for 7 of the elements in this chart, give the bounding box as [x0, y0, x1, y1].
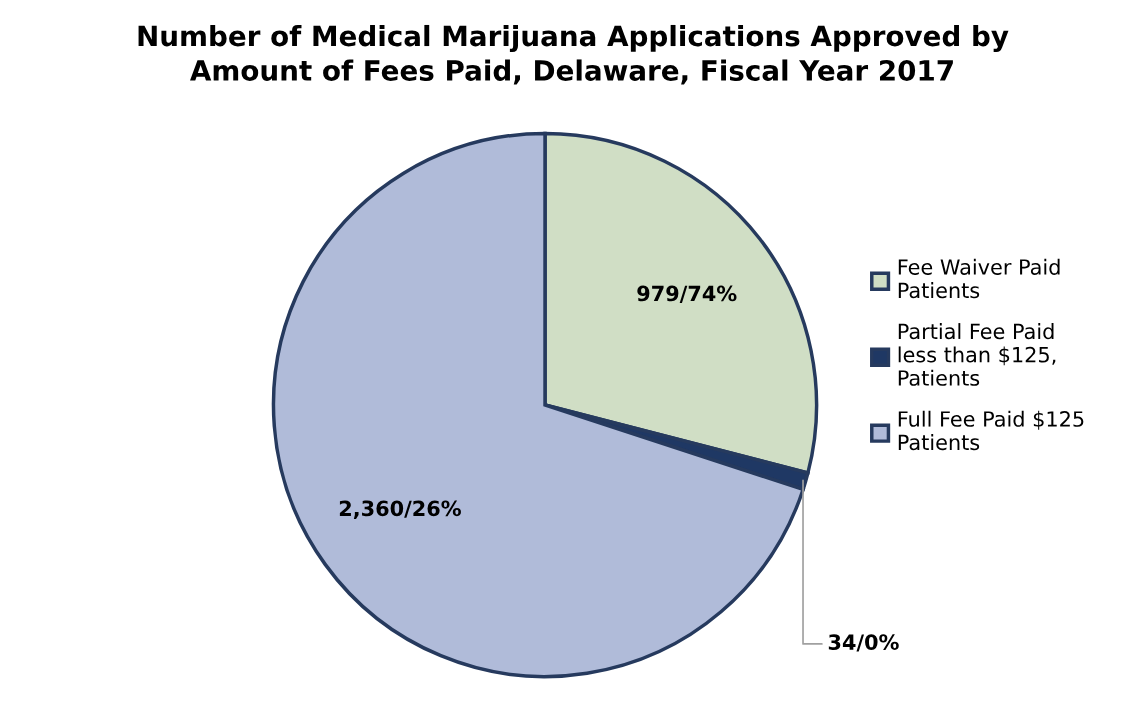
legend-label: Fee Waiver Paid Patients — [898, 258, 1060, 299]
chart-title: Number of Medical Marijuana Applications Approved by Amount of Fees Paid, Delaware, Fiscal Year 2017 — [138, 24, 1009, 85]
data-label: 34/0% — [828, 634, 899, 652]
data-label: 2,360/26% — [339, 500, 461, 519]
data-label: 979/74% — [637, 285, 737, 303]
legend-label: Full Fee Paid $125 Patients — [898, 410, 1084, 451]
legend-label: Partial Fee Paid less than $125, Patients — [898, 323, 1056, 386]
